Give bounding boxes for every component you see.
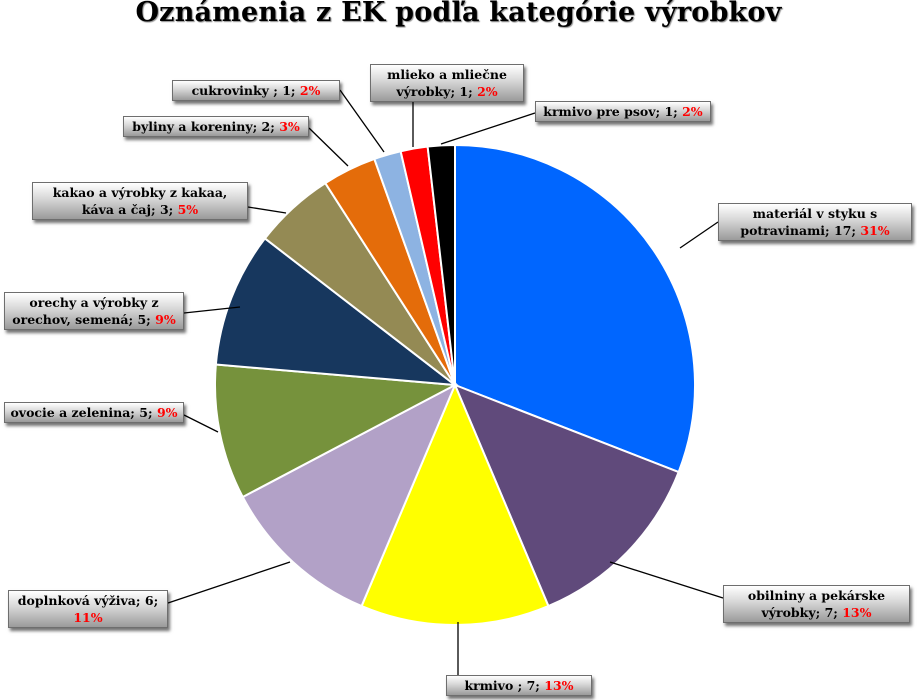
data-label-percent: 2%	[477, 84, 498, 99]
data-label: cukrovinky ; 1; 2%	[172, 80, 340, 101]
leader-line	[679, 221, 719, 249]
pie-slice	[453, 383, 680, 608]
leader-line	[339, 89, 385, 153]
data-label: orechy a výrobky z orechov, semená; 5; 9…	[4, 292, 184, 330]
data-label: mlieko a mliečne výrobky; 1; 2%	[370, 64, 524, 102]
data-label-text: materiál v styku s potravinami; 17;	[740, 206, 878, 238]
data-label: obilniny a pekárske výrobky; 7; 13%	[723, 585, 910, 623]
pie-slice	[241, 382, 458, 608]
data-label: ovocie a zelenina; 5; 9%	[4, 402, 184, 423]
data-label: byliny a koreniny; 2; 3%	[123, 116, 309, 137]
data-label-percent: 13%	[544, 678, 574, 693]
data-label: materiál v styku s potravinami; 17; 31%	[718, 203, 912, 241]
data-label-percent: 9%	[155, 312, 176, 327]
leader-line	[609, 561, 724, 599]
data-label-percent: 11%	[73, 610, 103, 625]
data-label-text: kakao a výrobky z kakaa, káva a čaj; 3;	[52, 185, 228, 217]
leader-line	[183, 414, 219, 433]
data-label: krmivo pre psov; 1; 2%	[535, 101, 711, 122]
data-label: doplnková výživa; 6; 11%	[8, 590, 168, 628]
pie-slice	[214, 237, 459, 387]
pie-slice	[360, 382, 550, 626]
data-label-text: mlieko a mliečne výrobky; 1;	[387, 67, 507, 99]
pie-slice	[454, 143, 696, 474]
data-label-percent: 5%	[177, 202, 199, 217]
data-label-text: cukrovinky ; 1;	[191, 83, 300, 98]
leader-line	[440, 112, 536, 145]
data-label-percent: 31%	[860, 223, 890, 238]
pie-slice	[214, 363, 459, 499]
data-label-text: krmivo ; 7;	[464, 678, 545, 693]
data-label-text: obilniny a pekárske výrobky; 7;	[747, 588, 886, 620]
chart-title: Oznámenia z EK podľa kategórie výrobkov	[135, 0, 782, 28]
leader-line	[167, 561, 291, 604]
leader-line	[183, 306, 241, 314]
data-label-percent: 2%	[299, 83, 321, 98]
data-label: krmivo ; 7; 13%	[446, 675, 592, 696]
leader-line	[247, 206, 287, 214]
data-label-percent: 3%	[279, 119, 300, 134]
data-label-percent: 9%	[156, 405, 178, 420]
data-label-percent: 13%	[842, 605, 872, 620]
data-label: kakao a výrobky z kakaa, káva a čaj; 3; …	[32, 182, 248, 220]
data-label-text: orechy a výrobky z orechov, semená; 5;	[12, 295, 159, 327]
data-label-text: doplnková výživa; 6;	[17, 593, 159, 608]
leader-line	[308, 127, 349, 167]
data-label-text: byliny a koreniny; 2;	[132, 119, 280, 134]
data-label-percent: 2%	[682, 104, 703, 119]
pie-slice	[426, 143, 456, 386]
data-label-text: ovocie a zelenina; 5;	[10, 405, 157, 420]
data-label-text: krmivo pre psov; 1;	[543, 104, 683, 119]
